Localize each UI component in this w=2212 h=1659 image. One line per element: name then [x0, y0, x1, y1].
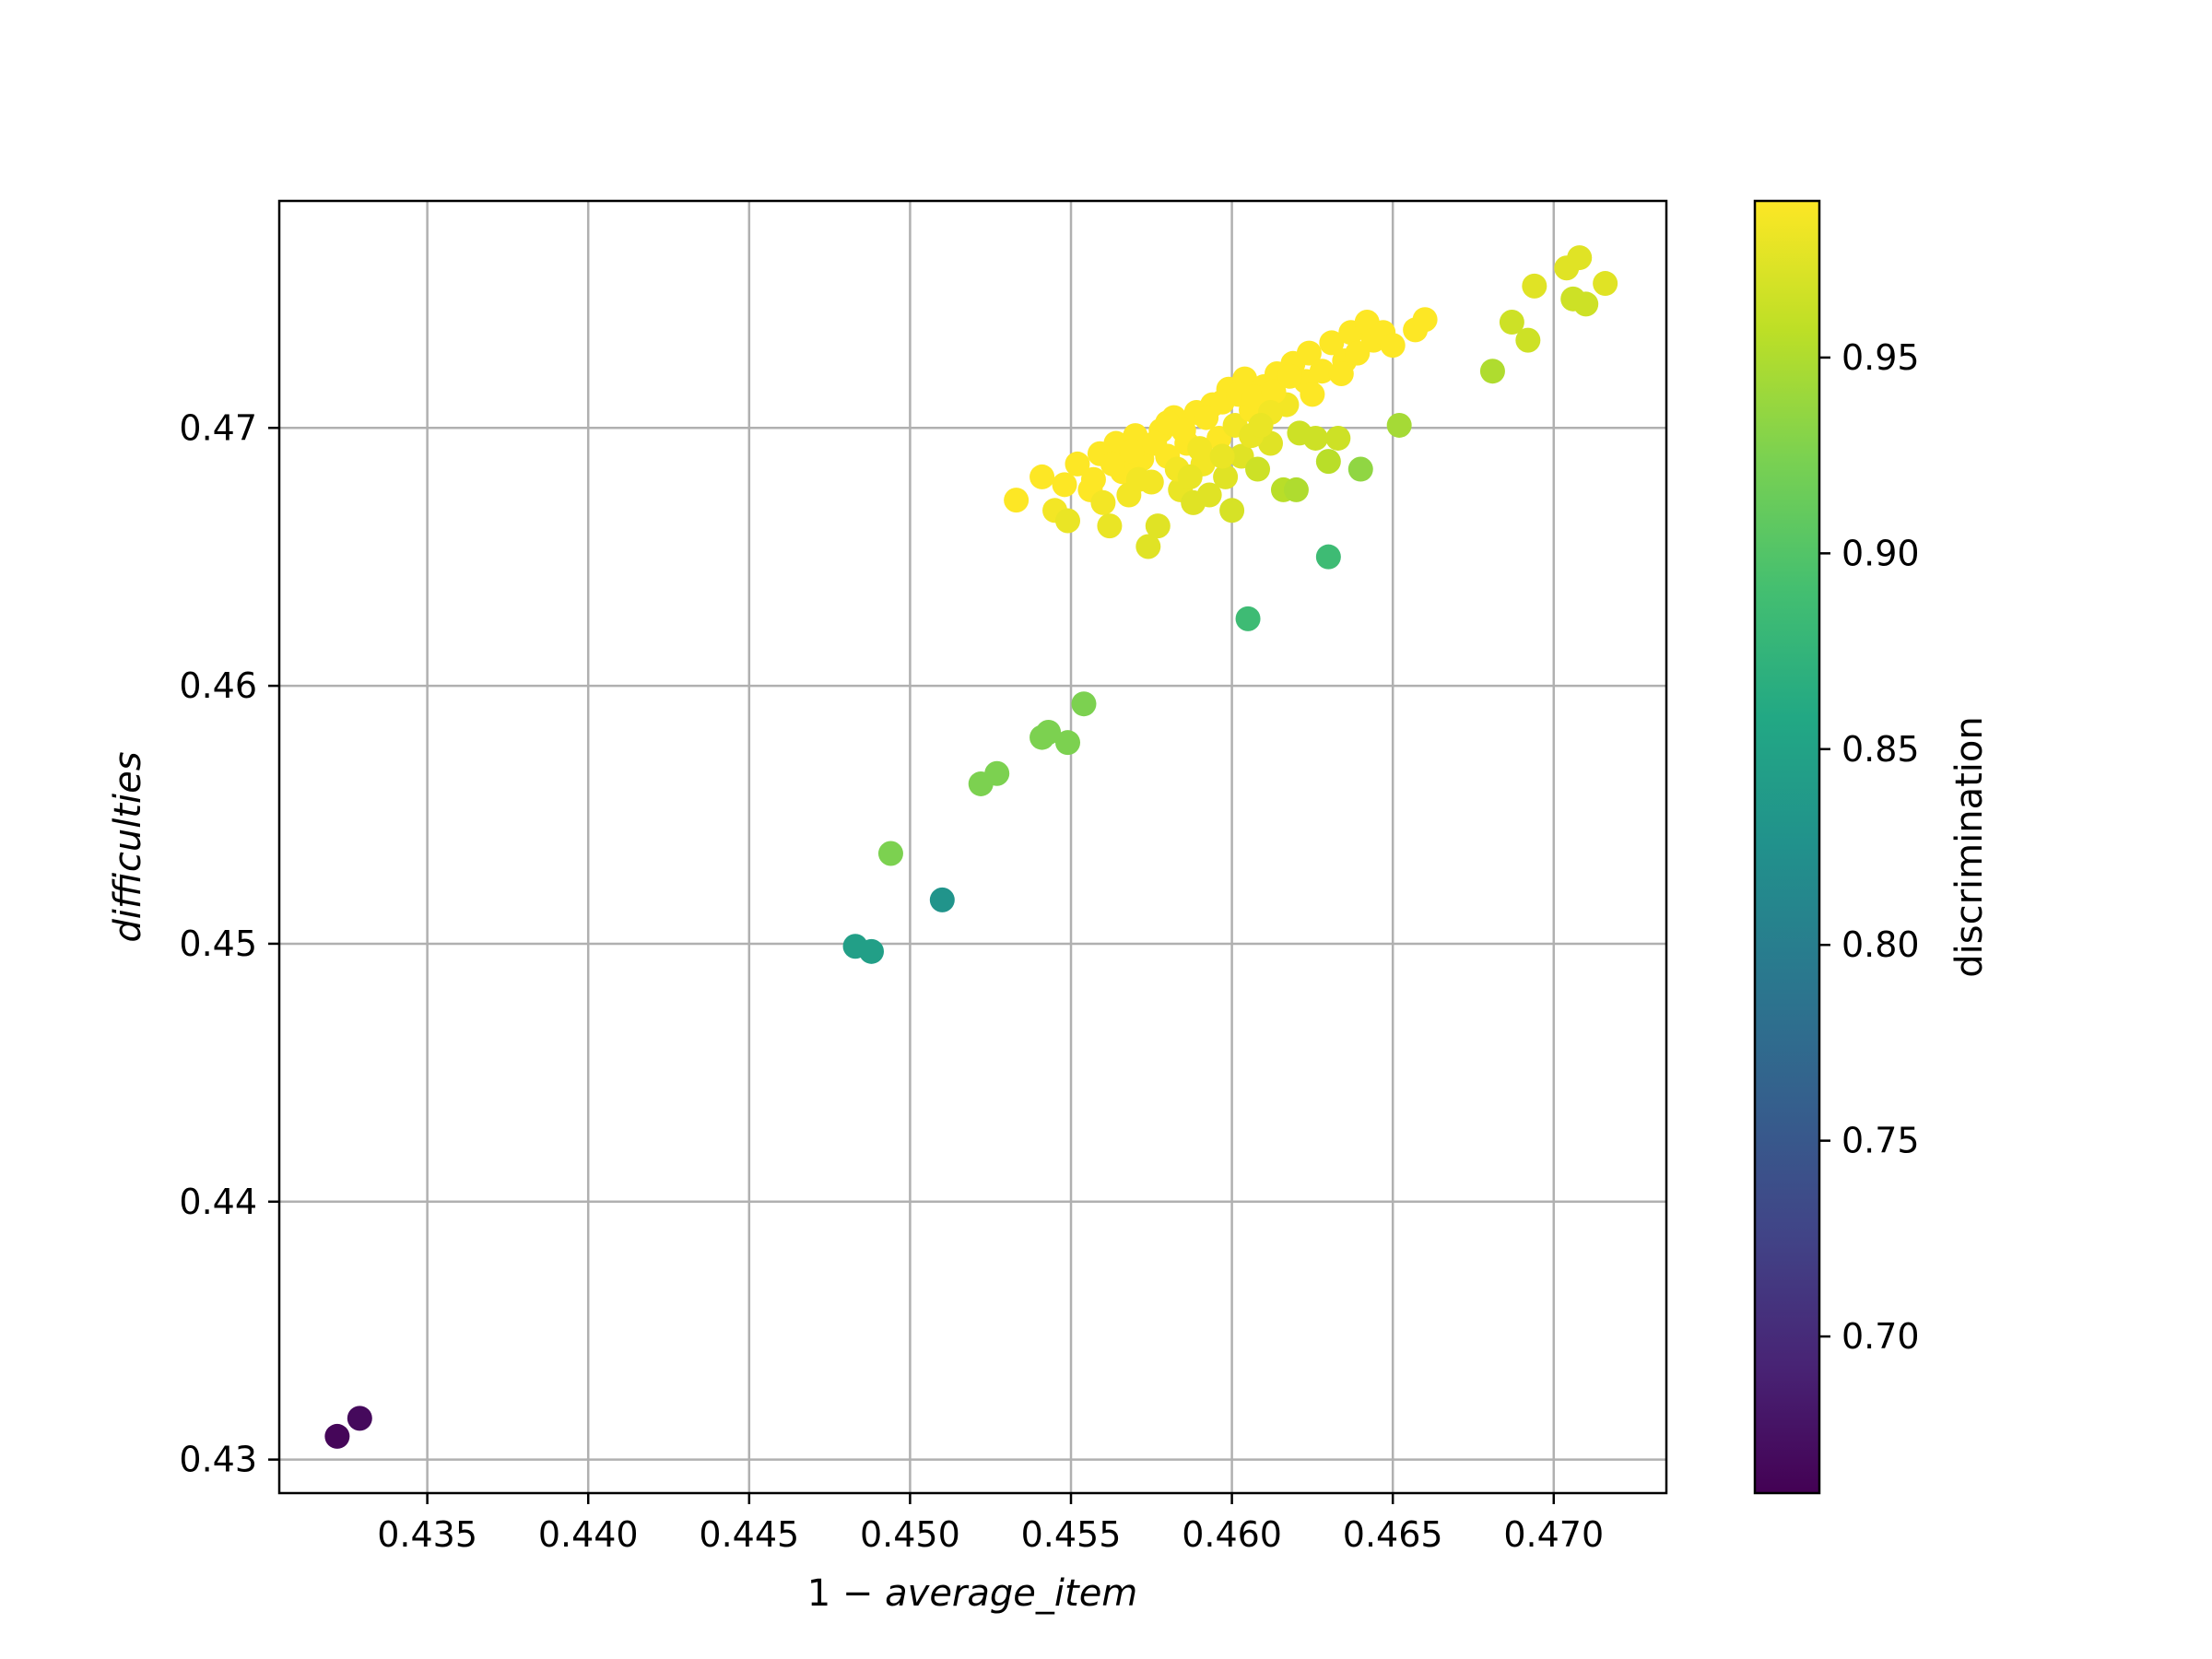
data-point: [1194, 405, 1219, 430]
y-tick-label: 0.45: [179, 924, 257, 964]
colorbar-tick-label: 0.95: [1841, 337, 1920, 378]
y-tick-label: 0.43: [179, 1440, 257, 1480]
data-point: [324, 1423, 350, 1449]
data-point: [1499, 310, 1524, 335]
data-point: [1245, 456, 1271, 482]
y-axis-label: difficulties: [107, 751, 149, 942]
data-point: [1052, 472, 1077, 498]
data-point: [347, 1406, 372, 1431]
x-tick-label: 0.470: [1503, 1514, 1604, 1555]
data-point: [1100, 451, 1125, 477]
data-point: [1302, 425, 1328, 451]
data-point: [1219, 498, 1245, 524]
x-tick-label: 0.445: [699, 1514, 799, 1555]
data-point: [1300, 382, 1325, 407]
x-axis-label-variable: average_item: [885, 1572, 1137, 1615]
data-point: [859, 938, 885, 964]
x-tick-label: 0.465: [1343, 1514, 1443, 1555]
x-tick-label: 0.460: [1182, 1514, 1282, 1555]
colorbar-tick-label: 0.85: [1841, 729, 1920, 770]
data-point: [1309, 359, 1335, 384]
data-point: [1055, 730, 1081, 756]
data-point: [1261, 379, 1287, 405]
data-point: [1567, 245, 1593, 271]
data-point: [1171, 418, 1196, 443]
data-point: [1573, 291, 1599, 317]
data-point: [1325, 425, 1351, 451]
colorbar: 0.70 0.75 0.80 0.85 0.90 0.95 discrimination: [1753, 199, 1991, 1495]
x-axis: 0.435 0.440 0.445 0.450 0.455 0.460 0.465 0.470: [377, 1493, 1604, 1555]
data-point: [1277, 363, 1302, 389]
data-point: [1248, 412, 1274, 438]
x-axis-label: 1 − average_item: [807, 1572, 1138, 1615]
data-point: [1319, 330, 1345, 356]
data-point: [1196, 482, 1222, 508]
data-point: [1412, 307, 1438, 333]
y-tick-label: 0.46: [179, 665, 257, 706]
y-axis: 0.43 0.44 0.45 0.46 0.47: [179, 407, 279, 1480]
data-point: [1125, 466, 1151, 492]
data-point: [1090, 489, 1116, 515]
y-tick-label: 0.47: [179, 407, 257, 448]
data-point: [1004, 488, 1030, 513]
data-point: [1283, 477, 1309, 502]
colorbar-tick-label: 0.70: [1841, 1316, 1920, 1357]
data-point: [1119, 438, 1145, 464]
colorbar-tick-label: 0.90: [1841, 533, 1920, 573]
grid-lines: [279, 201, 1666, 1493]
data-point: [1315, 544, 1341, 570]
colorbar-ticks: 0.70 0.75 0.80 0.85 0.90 0.95: [1819, 337, 1920, 1357]
data-point: [1209, 443, 1235, 469]
data-point: [1142, 430, 1168, 456]
data-point: [1347, 456, 1373, 482]
data-point: [1296, 340, 1322, 366]
colorbar-gradient: [1755, 201, 1819, 1493]
data-point: [1071, 691, 1097, 717]
x-tick-label: 0.435: [377, 1514, 477, 1555]
data-point: [1145, 513, 1171, 539]
data-point: [1065, 451, 1090, 477]
x-axis-label-prefix: 1 −: [807, 1572, 885, 1615]
y-tick-label: 0.44: [179, 1182, 257, 1222]
data-point: [1080, 466, 1106, 492]
data-point: [1177, 464, 1203, 489]
x-tick-label: 0.455: [1021, 1514, 1122, 1555]
data-point: [1235, 606, 1261, 631]
colorbar-label: discrimination: [1948, 716, 1991, 977]
data-point: [1241, 384, 1267, 410]
data-point: [929, 887, 955, 912]
data-point: [877, 841, 903, 866]
data-point: [1097, 513, 1123, 539]
data-point: [984, 760, 1010, 786]
data-point: [1328, 360, 1354, 386]
data-point: [1515, 327, 1541, 353]
plot-frame: [277, 199, 1668, 1495]
colorbar-frame: [1753, 199, 1821, 1495]
data-point: [1479, 359, 1505, 384]
data-point: [1315, 449, 1341, 475]
colorbar-tick-label: 0.80: [1841, 924, 1920, 965]
data-point: [1187, 436, 1213, 462]
data-point: [1030, 464, 1055, 489]
x-tick-label: 0.450: [860, 1514, 960, 1555]
data-point: [1593, 271, 1618, 297]
data-point: [1036, 719, 1062, 745]
colorbar-tick-label: 0.75: [1841, 1121, 1920, 1161]
x-tick-label: 0.440: [538, 1514, 639, 1555]
scatter-points: [324, 245, 1618, 1449]
data-point: [1055, 508, 1081, 534]
data-point: [1135, 534, 1161, 559]
data-point: [1213, 464, 1239, 489]
data-point: [1386, 412, 1412, 438]
data-point: [1522, 273, 1547, 299]
data-point: [1380, 333, 1406, 359]
